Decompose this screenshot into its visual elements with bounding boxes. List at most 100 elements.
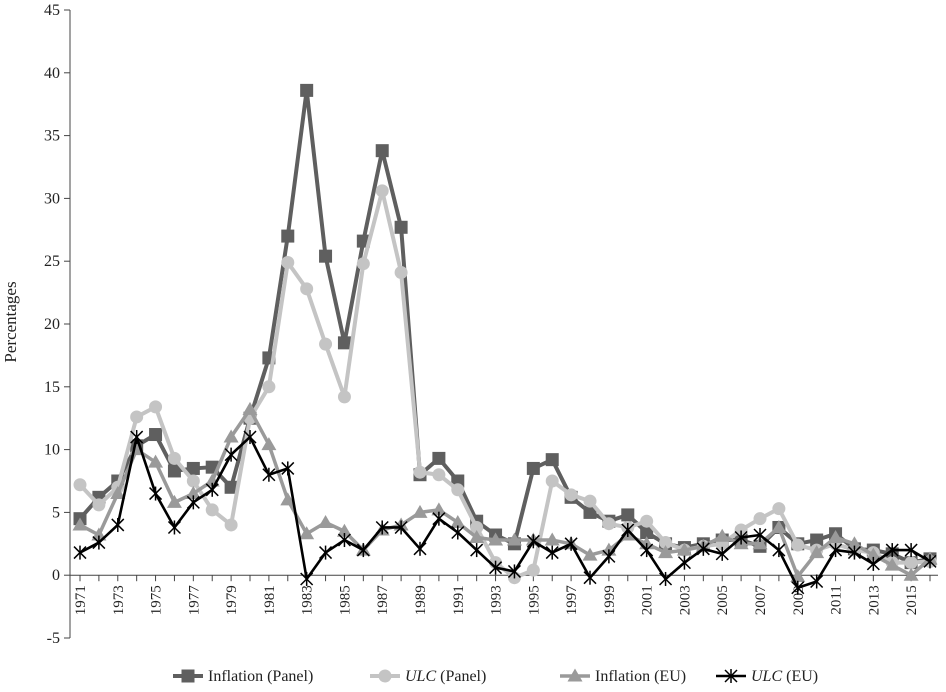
data-point-ulc-eu: [810, 574, 824, 589]
data-point-inflation-panel: [319, 249, 333, 263]
data-point-ulc-eu: [92, 535, 106, 550]
data-point-ulc-eu: [432, 511, 446, 526]
y-tick-label: 10: [44, 442, 60, 459]
x-tick-label: 1977: [186, 585, 202, 616]
data-point-ulc-panel: [130, 410, 144, 424]
series-line-ulc-panel: [78, 188, 931, 580]
data-point-ulc-eu: [621, 522, 635, 537]
data-point-inflation-eu: [450, 514, 466, 528]
x-tick-label: 1989: [413, 585, 429, 615]
data-point-ulc-eu: [715, 546, 729, 561]
series-line-inflation-eu: [79, 407, 932, 579]
data-point-ulc-eu: [111, 517, 125, 532]
x-axis-ticks: 1971 1973 1975 1977 1979 1981 1983 1985 1987 1989…: [73, 575, 931, 616]
legend-item-ulc-eu: ULC (EU): [716, 668, 818, 685]
data-point-ulc-eu: [413, 541, 427, 556]
data-point-inflation-panel: [810, 533, 824, 547]
data-point-ulc-panel: [904, 556, 918, 570]
data-point-inflation-eu: [658, 545, 674, 559]
data-point-inflation-panel: [621, 508, 635, 522]
data-point-ulc-eu: [224, 447, 238, 462]
data-point-inflation-eu: [865, 547, 881, 561]
data-point-ulc-panel: [602, 517, 616, 531]
data-point-inflation-panel: [583, 505, 597, 519]
data-point-ulc-eu: [281, 461, 295, 476]
legend: Inflation (Panel) ULC (Panel) Inflation (E…: [173, 668, 818, 685]
data-point-inflation-panel: [375, 144, 389, 158]
x-tick-label: 2015: [904, 585, 920, 615]
x-tick-label: 2011: [829, 585, 845, 614]
legend-item-inflation-panel: Inflation (Panel): [173, 668, 313, 685]
x-tick-label: 1993: [489, 585, 505, 615]
data-point-ulc-panel: [337, 390, 351, 404]
x-tick-label: 1981: [262, 585, 278, 615]
data-point-ulc-eu: [489, 560, 503, 575]
data-point-ulc-eu: [772, 543, 786, 558]
data-point-inflation-panel: [224, 480, 238, 494]
data-point-ulc-eu: [545, 545, 559, 560]
data-point-ulc-eu: [130, 430, 144, 445]
x-tick-label: 1995: [526, 585, 542, 615]
data-point-ulc-eu: [791, 580, 805, 595]
data-point-ulc-panel: [583, 494, 597, 508]
data-point-ulc-panel: [73, 478, 87, 492]
data-point-inflation-eu: [582, 547, 598, 561]
data-point-inflation-panel: [300, 83, 314, 97]
data-point-inflation-eu: [846, 536, 862, 550]
x-tick-label: 1987: [375, 585, 391, 616]
data-point-ulc-eu: [205, 482, 219, 497]
x-tick-label: 1973: [111, 585, 127, 615]
data-point-ulc-eu: [829, 543, 843, 558]
data-point-ulc-eu: [753, 528, 767, 543]
x-tick-label: 2007: [753, 585, 769, 616]
x-tick-label: 2005: [715, 585, 731, 615]
data-point-ulc-panel: [413, 465, 427, 479]
legend-marker: [181, 669, 195, 683]
data-point-ulc-eu: [375, 520, 389, 535]
y-tick-label: 0: [52, 567, 60, 584]
data-point-inflation-eu: [72, 517, 88, 531]
series-layer: [72, 83, 938, 595]
x-tick-label: 1983: [300, 585, 316, 615]
data-point-ulc-eu: [73, 545, 87, 560]
data-point-ulc-panel: [451, 483, 465, 497]
legend-label: Inflation (EU): [595, 668, 686, 685]
data-point-ulc-panel: [526, 563, 540, 577]
data-point-inflation-eu: [318, 514, 334, 528]
data-point-inflation-panel: [526, 461, 540, 475]
y-tick-label: -5: [47, 630, 60, 647]
data-point-ulc-panel: [300, 282, 314, 296]
data-point-ulc-panel: [659, 536, 673, 550]
y-tick-label: 35: [44, 128, 60, 145]
data-point-ulc-eu: [583, 570, 597, 585]
legend-label: ULC (EU): [751, 668, 818, 685]
data-point-ulc-eu: [186, 495, 200, 510]
data-point-inflation-eu: [544, 532, 560, 546]
series-ulc-panel: [73, 184, 937, 585]
data-point-ulc-panel: [772, 502, 786, 516]
data-point-inflation-eu: [771, 519, 787, 533]
data-point-inflation-eu: [412, 504, 428, 518]
y-tick-label: 40: [44, 65, 60, 82]
data-point-inflation-panel: [394, 220, 408, 234]
data-point-ulc-eu: [526, 534, 540, 549]
data-point-ulc-panel: [640, 514, 654, 528]
legend-item-inflation-eu: Inflation (EU): [560, 668, 686, 685]
data-point-inflation-panel: [149, 428, 163, 442]
data-point-ulc-eu: [847, 545, 861, 560]
data-point-ulc-eu: [659, 571, 673, 586]
legend-marker: [724, 669, 738, 683]
data-point-ulc-panel: [791, 538, 805, 552]
legend-marker: [378, 669, 392, 683]
data-point-ulc-eu: [470, 543, 484, 558]
data-point-inflation-eu: [91, 527, 107, 541]
data-point-inflation-panel: [545, 453, 559, 467]
data-point-inflation-eu: [431, 502, 447, 516]
y-tick-label: 30: [44, 190, 60, 207]
data-point-ulc-eu: [923, 554, 937, 569]
data-point-ulc-eu: [696, 541, 710, 556]
data-point-ulc-eu: [507, 564, 521, 579]
data-point-inflation-eu: [506, 532, 522, 546]
y-tick-label: 20: [44, 316, 60, 333]
